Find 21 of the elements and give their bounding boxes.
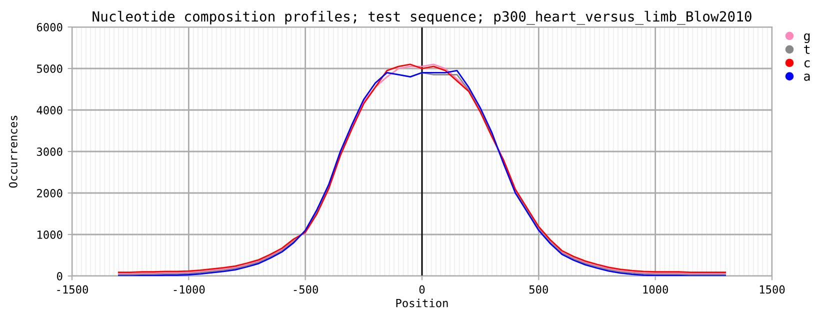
x-tick-label: 1000 bbox=[643, 285, 668, 294]
x-tick-label: 0 bbox=[419, 285, 425, 294]
y-tick-label: 1000 bbox=[38, 230, 62, 239]
y-axis-title: Occurrences bbox=[8, 116, 18, 188]
y-tick-label: 6000 bbox=[36, 23, 62, 32]
x-tick-label: 1500 bbox=[760, 285, 785, 294]
x-tick-label: -1500 bbox=[57, 285, 88, 294]
y-tick-label: 2000 bbox=[37, 189, 62, 198]
legend-label: g bbox=[804, 33, 810, 44]
y-tick-label: 0 bbox=[57, 272, 62, 280]
legend-label: c bbox=[804, 60, 810, 68]
x-axis-title: Position bbox=[396, 298, 448, 308]
x-tick-label: -500 bbox=[294, 285, 318, 294]
x-tick-label: -1000 bbox=[174, 285, 205, 294]
legend-label: a bbox=[804, 74, 810, 81]
chart-title: Nucleotide composition profiles; test sequence; p300_heart_versus_limb_Blow2010 bbox=[92, 10, 752, 25]
y-tick-label: 4000 bbox=[36, 106, 62, 114]
legend-label: t bbox=[804, 45, 810, 54]
y-tick-label: 3000 bbox=[36, 148, 62, 156]
x-tick-label: 500 bbox=[529, 285, 548, 294]
y-tick-label: 5000 bbox=[36, 64, 62, 73]
